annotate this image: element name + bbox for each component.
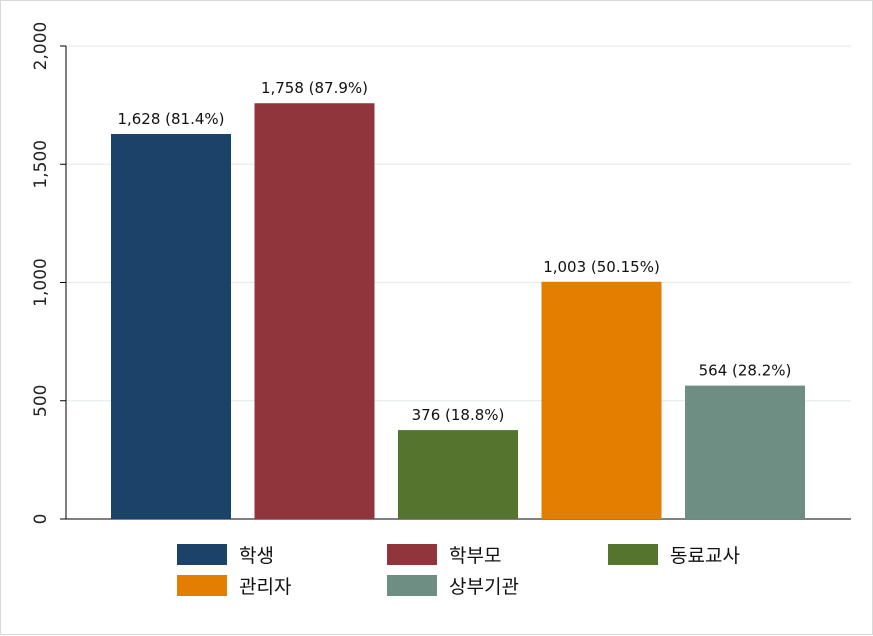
legend-swatch [608, 544, 658, 565]
legend-label: 학부모 [449, 545, 501, 567]
y-tick-label: 0 [31, 514, 51, 525]
y-tick-label: 1,500 [31, 140, 51, 189]
data-label: 376 (18.8%) [412, 406, 505, 424]
data-label: 1,758 (87.9%) [261, 79, 368, 97]
legend-swatch [387, 575, 437, 596]
legend-label: 관리자 [239, 576, 291, 598]
data-label: 1,628 (81.4%) [117, 110, 224, 128]
bar [541, 281, 662, 519]
y-tick-label: 2,000 [31, 22, 51, 71]
bar [685, 385, 805, 519]
legend-swatch [177, 575, 227, 596]
data-label: 564 (28.2%) [699, 362, 792, 380]
legend-label: 학생 [239, 545, 274, 567]
y-tick-label: 1,000 [31, 258, 51, 307]
legend-label: 상부기관 [449, 576, 519, 598]
bar [254, 103, 375, 519]
data-label: 1,003 (50.15%) [543, 258, 660, 276]
y-tick-label: 500 [31, 385, 51, 417]
bar [398, 430, 518, 519]
legend-swatch [177, 544, 227, 565]
legend-label: 동료교사 [670, 545, 740, 567]
legend-swatch [387, 544, 437, 565]
bar [111, 133, 231, 519]
